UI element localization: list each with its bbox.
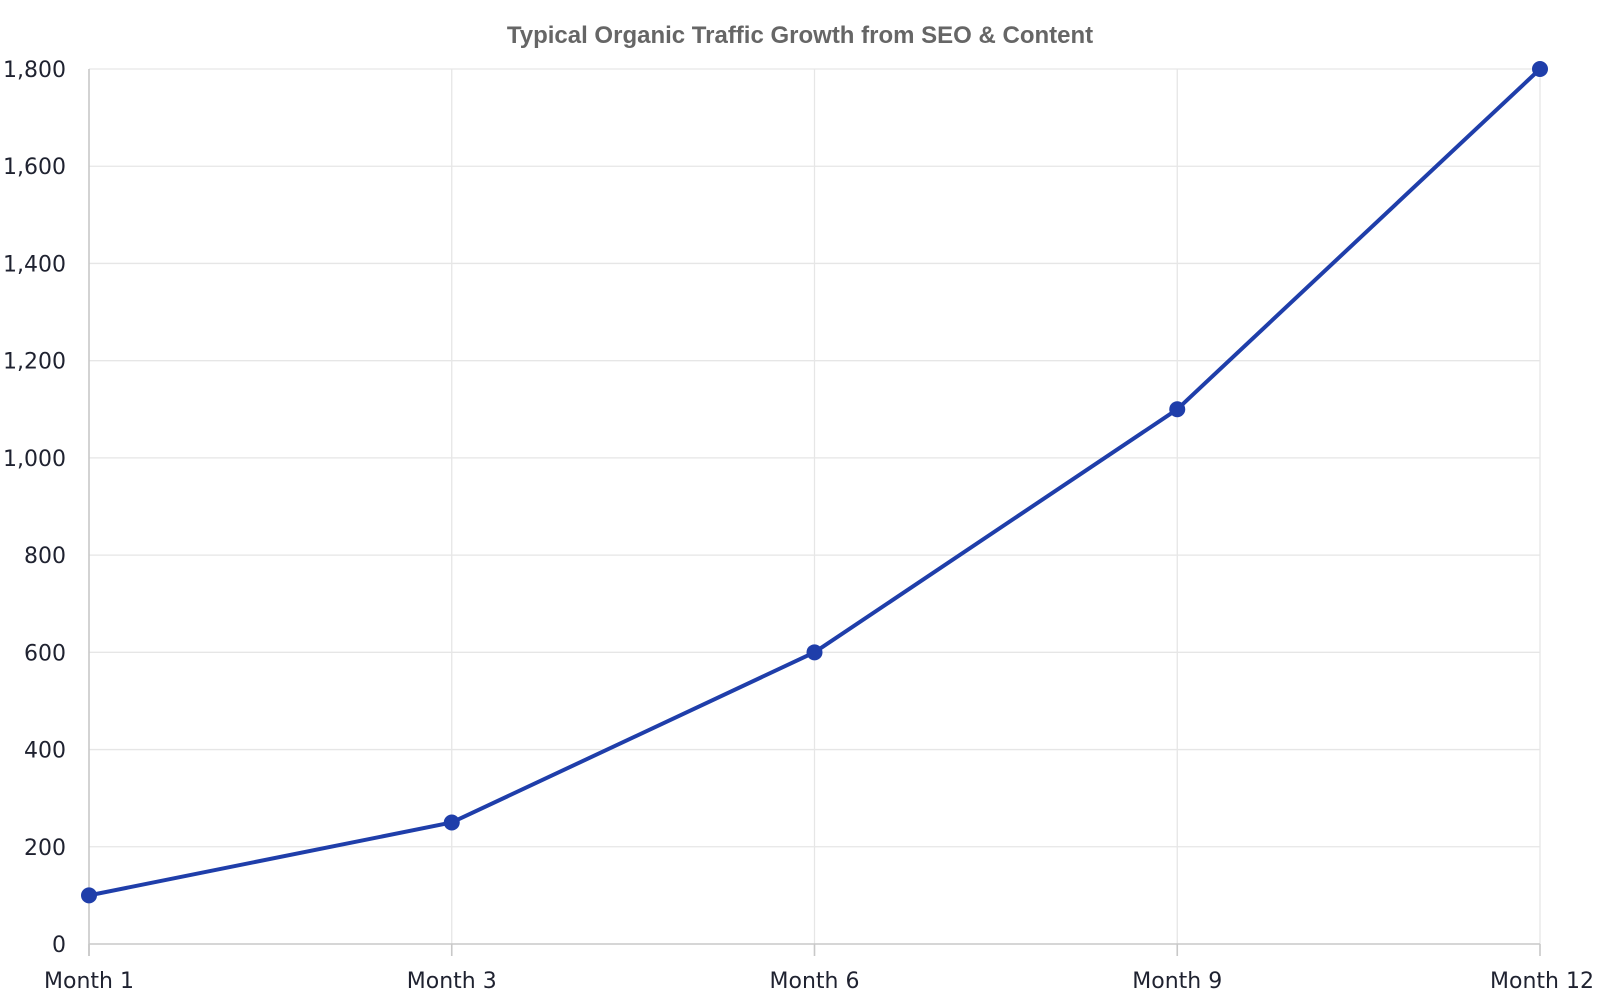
y-tick-label: 1,600 (3, 155, 66, 180)
data-point (1169, 401, 1186, 418)
series-layer (81, 61, 1548, 904)
x-tick-label: Month 9 (1132, 969, 1222, 994)
data-point (81, 887, 97, 904)
y-tick-label: 1,200 (3, 350, 66, 375)
y-tick-label: 1,000 (3, 447, 66, 472)
y-tick-label: 600 (24, 641, 66, 666)
y-tick-label: 400 (24, 739, 66, 764)
y-tick-label: 200 (24, 836, 66, 861)
axis-layer (88, 69, 1541, 956)
label-layer: 0 200 400 600 800 1,000 1,200 1,400 1,600 1,800 Mo… (3, 58, 1594, 994)
y-tick-label: 1,800 (3, 58, 66, 83)
x-tick-label: Month 3 (407, 969, 497, 994)
grid-layer (89, 68, 1541, 944)
data-point (806, 644, 823, 661)
chart-title: Typical Organic Traffic Growth from SEO … (507, 22, 1093, 49)
data-point (1532, 61, 1548, 77)
y-tick-label: 0 (52, 933, 66, 958)
y-tick-label: 1,400 (3, 252, 66, 277)
y-tick-label: 800 (24, 544, 66, 569)
x-tick-label: Month 12 (1490, 969, 1594, 994)
data-point (443, 814, 460, 831)
x-tick-label: Month 6 (770, 969, 860, 994)
x-tick-label: Month 1 (44, 969, 134, 994)
